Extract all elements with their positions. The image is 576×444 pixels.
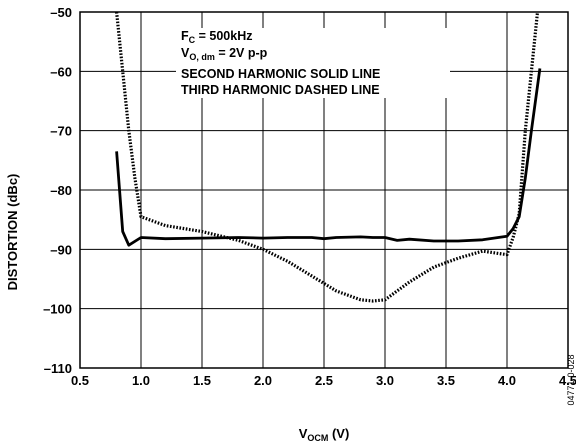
y-tick-label: –90 [50, 242, 72, 257]
y-tick-labels: –50 –60 –70 –80 –90 –100 –110 [43, 5, 72, 376]
x-tick-label: 0.5 [71, 373, 89, 388]
y-tick-label: –50 [50, 5, 72, 20]
x-tick-labels: 0.5 1.0 1.5 2.0 2.5 3.0 3.5 4.0 4.5 [71, 373, 576, 388]
x-tick-label: 1.5 [193, 373, 211, 388]
y-tick-label: –70 [50, 124, 72, 139]
annotation-second-harmonic: SECOND HARMONIC SOLID LINE [181, 67, 380, 81]
x-tick-label: 3.0 [376, 373, 394, 388]
x-tick-label: 2.5 [315, 373, 333, 388]
annotation-block: FC = 500kHz VO, dm = 2V p-p SECOND HARMO… [176, 28, 450, 98]
annotation-background [176, 28, 450, 98]
y-tick-label: –60 [50, 64, 72, 79]
annotation-frequency: FC = 500kHz [181, 29, 252, 45]
data-series [115, 12, 542, 303]
figure-code: 04771-0-028 [566, 354, 576, 405]
x-tick-label: 3.5 [437, 373, 455, 388]
x-tick-label: 4.5 [559, 373, 576, 388]
x-tick-label: 1.0 [132, 373, 150, 388]
plot-frame [79, 11, 569, 369]
third-harmonic-line [115, 12, 540, 303]
annotation-third-harmonic: THIRD HARMONIC DASHED LINE [181, 83, 380, 97]
second-harmonic-line [115, 68, 542, 247]
x-tick-label: 4.0 [498, 373, 516, 388]
x-tick-label: 2.0 [254, 373, 272, 388]
annotation-output-voltage: VO, dm = 2V p-p [181, 46, 268, 62]
y-axis-title: DISTORTION (dBc) [5, 174, 20, 291]
y-tick-label: –110 [44, 361, 72, 376]
y-tick-label: –100 [43, 302, 72, 317]
x-axis-title: VOCM (V) [299, 426, 350, 443]
y-tick-label: –80 [50, 183, 72, 198]
